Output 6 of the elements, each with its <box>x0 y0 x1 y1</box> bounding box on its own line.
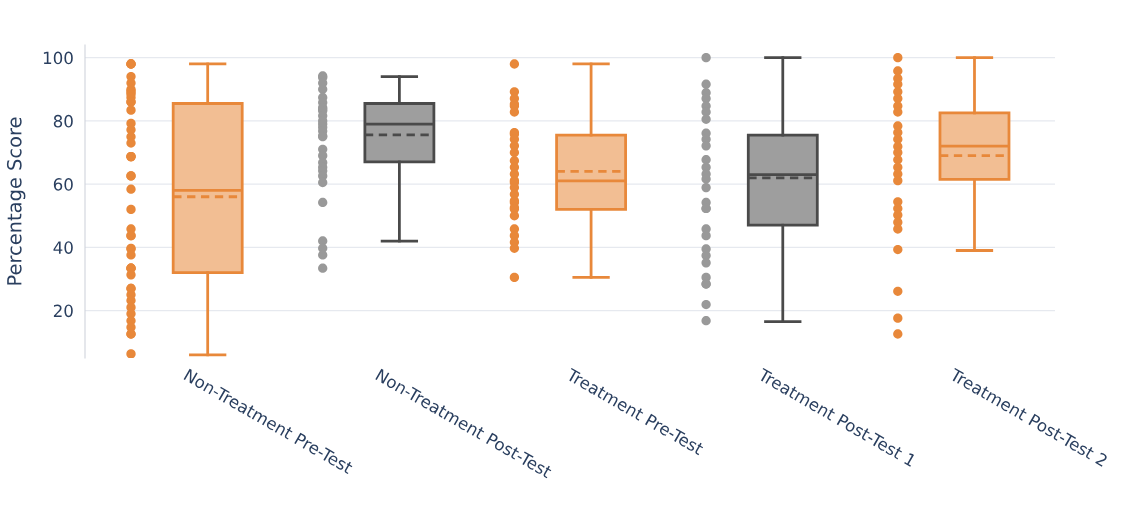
y-tick-label: 100 <box>43 51 73 65</box>
y-tick-label: 40 <box>53 241 73 254</box>
y-tick-label: 80 <box>53 114 73 128</box>
y-tick-label: 60 <box>53 178 73 191</box>
y-tick-label: 20 <box>53 304 73 318</box>
y-axis-title: Percentage Score <box>6 117 26 285</box>
